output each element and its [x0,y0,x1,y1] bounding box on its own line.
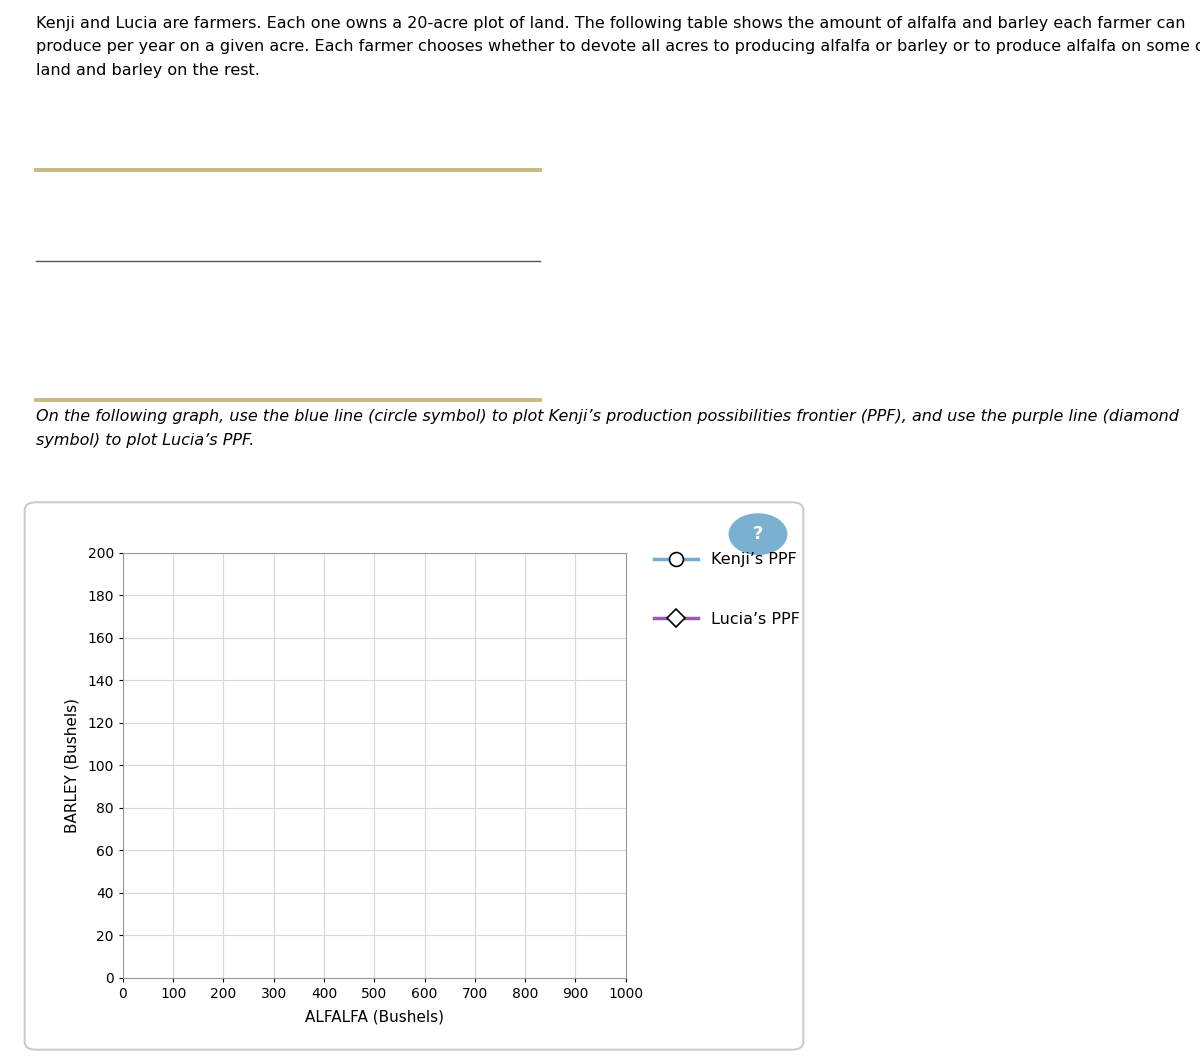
FancyBboxPatch shape [25,502,803,1050]
Y-axis label: BARLEY (Bushels): BARLEY (Bushels) [64,698,79,832]
X-axis label: ALFALFA (Bushels): ALFALFA (Bushels) [305,1010,444,1025]
Text: On the following graph, use the blue line (circle symbol) to plot Kenji’s produc: On the following graph, use the blue lin… [36,409,1178,448]
Legend: Kenji’s PPF, Lucia’s PPF: Kenji’s PPF, Lucia’s PPF [654,553,800,627]
Text: Kenji and Lucia are farmers. Each one owns a 20-acre plot of land. The following: Kenji and Lucia are farmers. Each one ow… [36,16,1200,78]
Circle shape [730,514,787,555]
Text: ?: ? [752,525,763,543]
